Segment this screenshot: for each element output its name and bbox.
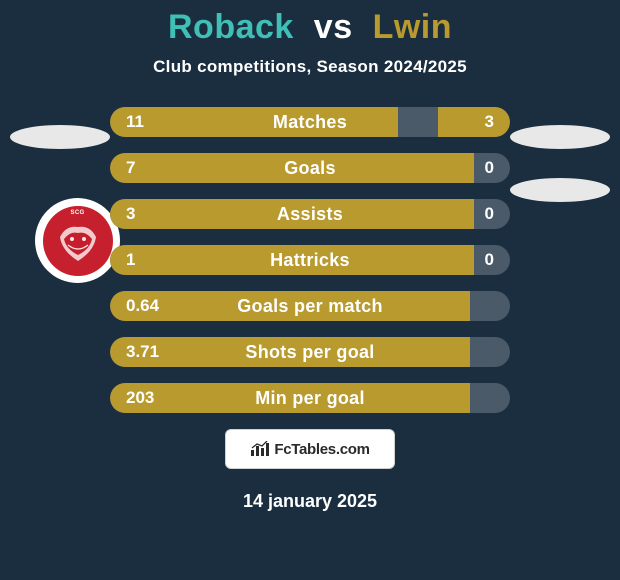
stat-row: Goals7 0 [110, 153, 510, 183]
stat-value-left: 1 [110, 245, 151, 275]
stat-label: Matches [110, 107, 510, 137]
stat-label: Goals [110, 153, 510, 183]
vs-separator: vs [314, 8, 353, 46]
player2-club-placeholder [510, 178, 610, 202]
stat-row: Shots per goal3.71 [110, 337, 510, 367]
stat-value-left: 3 [110, 199, 151, 229]
date-text: 14 january 2025 [0, 491, 620, 512]
stat-value-right: 3 [469, 107, 510, 137]
stat-row: Assists3 0 [110, 199, 510, 229]
bar-chart-icon [250, 441, 270, 457]
stat-value-left: 11 [110, 107, 160, 137]
footer-brand-badge[interactable]: FcTables.com [225, 429, 395, 469]
stat-value-right: 0 [469, 199, 510, 229]
stat-label: Hattricks [110, 245, 510, 275]
footer-brand-text: FcTables.com [274, 441, 369, 458]
stat-row: Goals per match0.64 [110, 291, 510, 321]
stat-value-left: 3.71 [110, 337, 175, 367]
comparison-infographic: Roback vs Lwin Club competitions, Season… [0, 0, 620, 580]
stat-value-left: 7 [110, 153, 151, 183]
stat-value-right: 0 [469, 245, 510, 275]
player1-club-badge: SCG [35, 198, 120, 283]
club-badge-text: SCG [71, 210, 85, 216]
player1-name: Roback [168, 8, 294, 46]
stat-value-left: 203 [110, 383, 170, 413]
stat-row: Hattricks1 0 [110, 245, 510, 275]
player1-photo-placeholder [10, 125, 110, 149]
stat-value-left: 0.64 [110, 291, 175, 321]
stat-row: Min per goal203 [110, 383, 510, 413]
player2-photo-placeholder [510, 125, 610, 149]
stat-label: Assists [110, 199, 510, 229]
stats-bars: Matches113Goals70Assists30Hattricks10Goa… [110, 107, 510, 413]
subtitle: Club competitions, Season 2024/2025 [0, 57, 620, 77]
stat-row: Matches11 3 [110, 107, 510, 137]
player2-name: Lwin [373, 8, 452, 46]
club-crest-icon [54, 217, 102, 265]
stat-value-right: 0 [469, 153, 510, 183]
page-title: Roback vs Lwin [0, 8, 620, 47]
club-badge-inner: SCG [43, 206, 113, 276]
